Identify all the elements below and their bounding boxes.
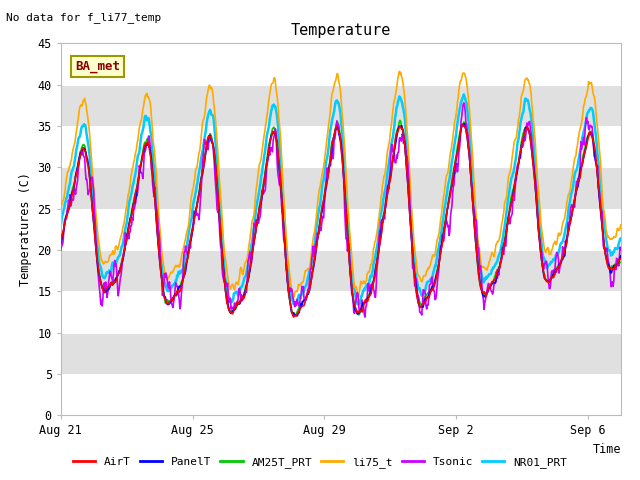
Bar: [61, 250, 621, 291]
Title: Temperature: Temperature: [291, 23, 391, 38]
Text: Time: Time: [592, 443, 621, 456]
Bar: [61, 84, 621, 126]
Bar: [61, 167, 621, 208]
Y-axis label: Temperatures (C): Temperatures (C): [19, 172, 32, 286]
Bar: [61, 333, 621, 374]
Text: BA_met: BA_met: [75, 60, 120, 73]
Text: No data for f_li77_temp: No data for f_li77_temp: [6, 12, 162, 23]
Legend: AirT, PanelT, AM25T_PRT, li75_t, Tsonic, NR01_PRT: AirT, PanelT, AM25T_PRT, li75_t, Tsonic,…: [68, 452, 572, 472]
